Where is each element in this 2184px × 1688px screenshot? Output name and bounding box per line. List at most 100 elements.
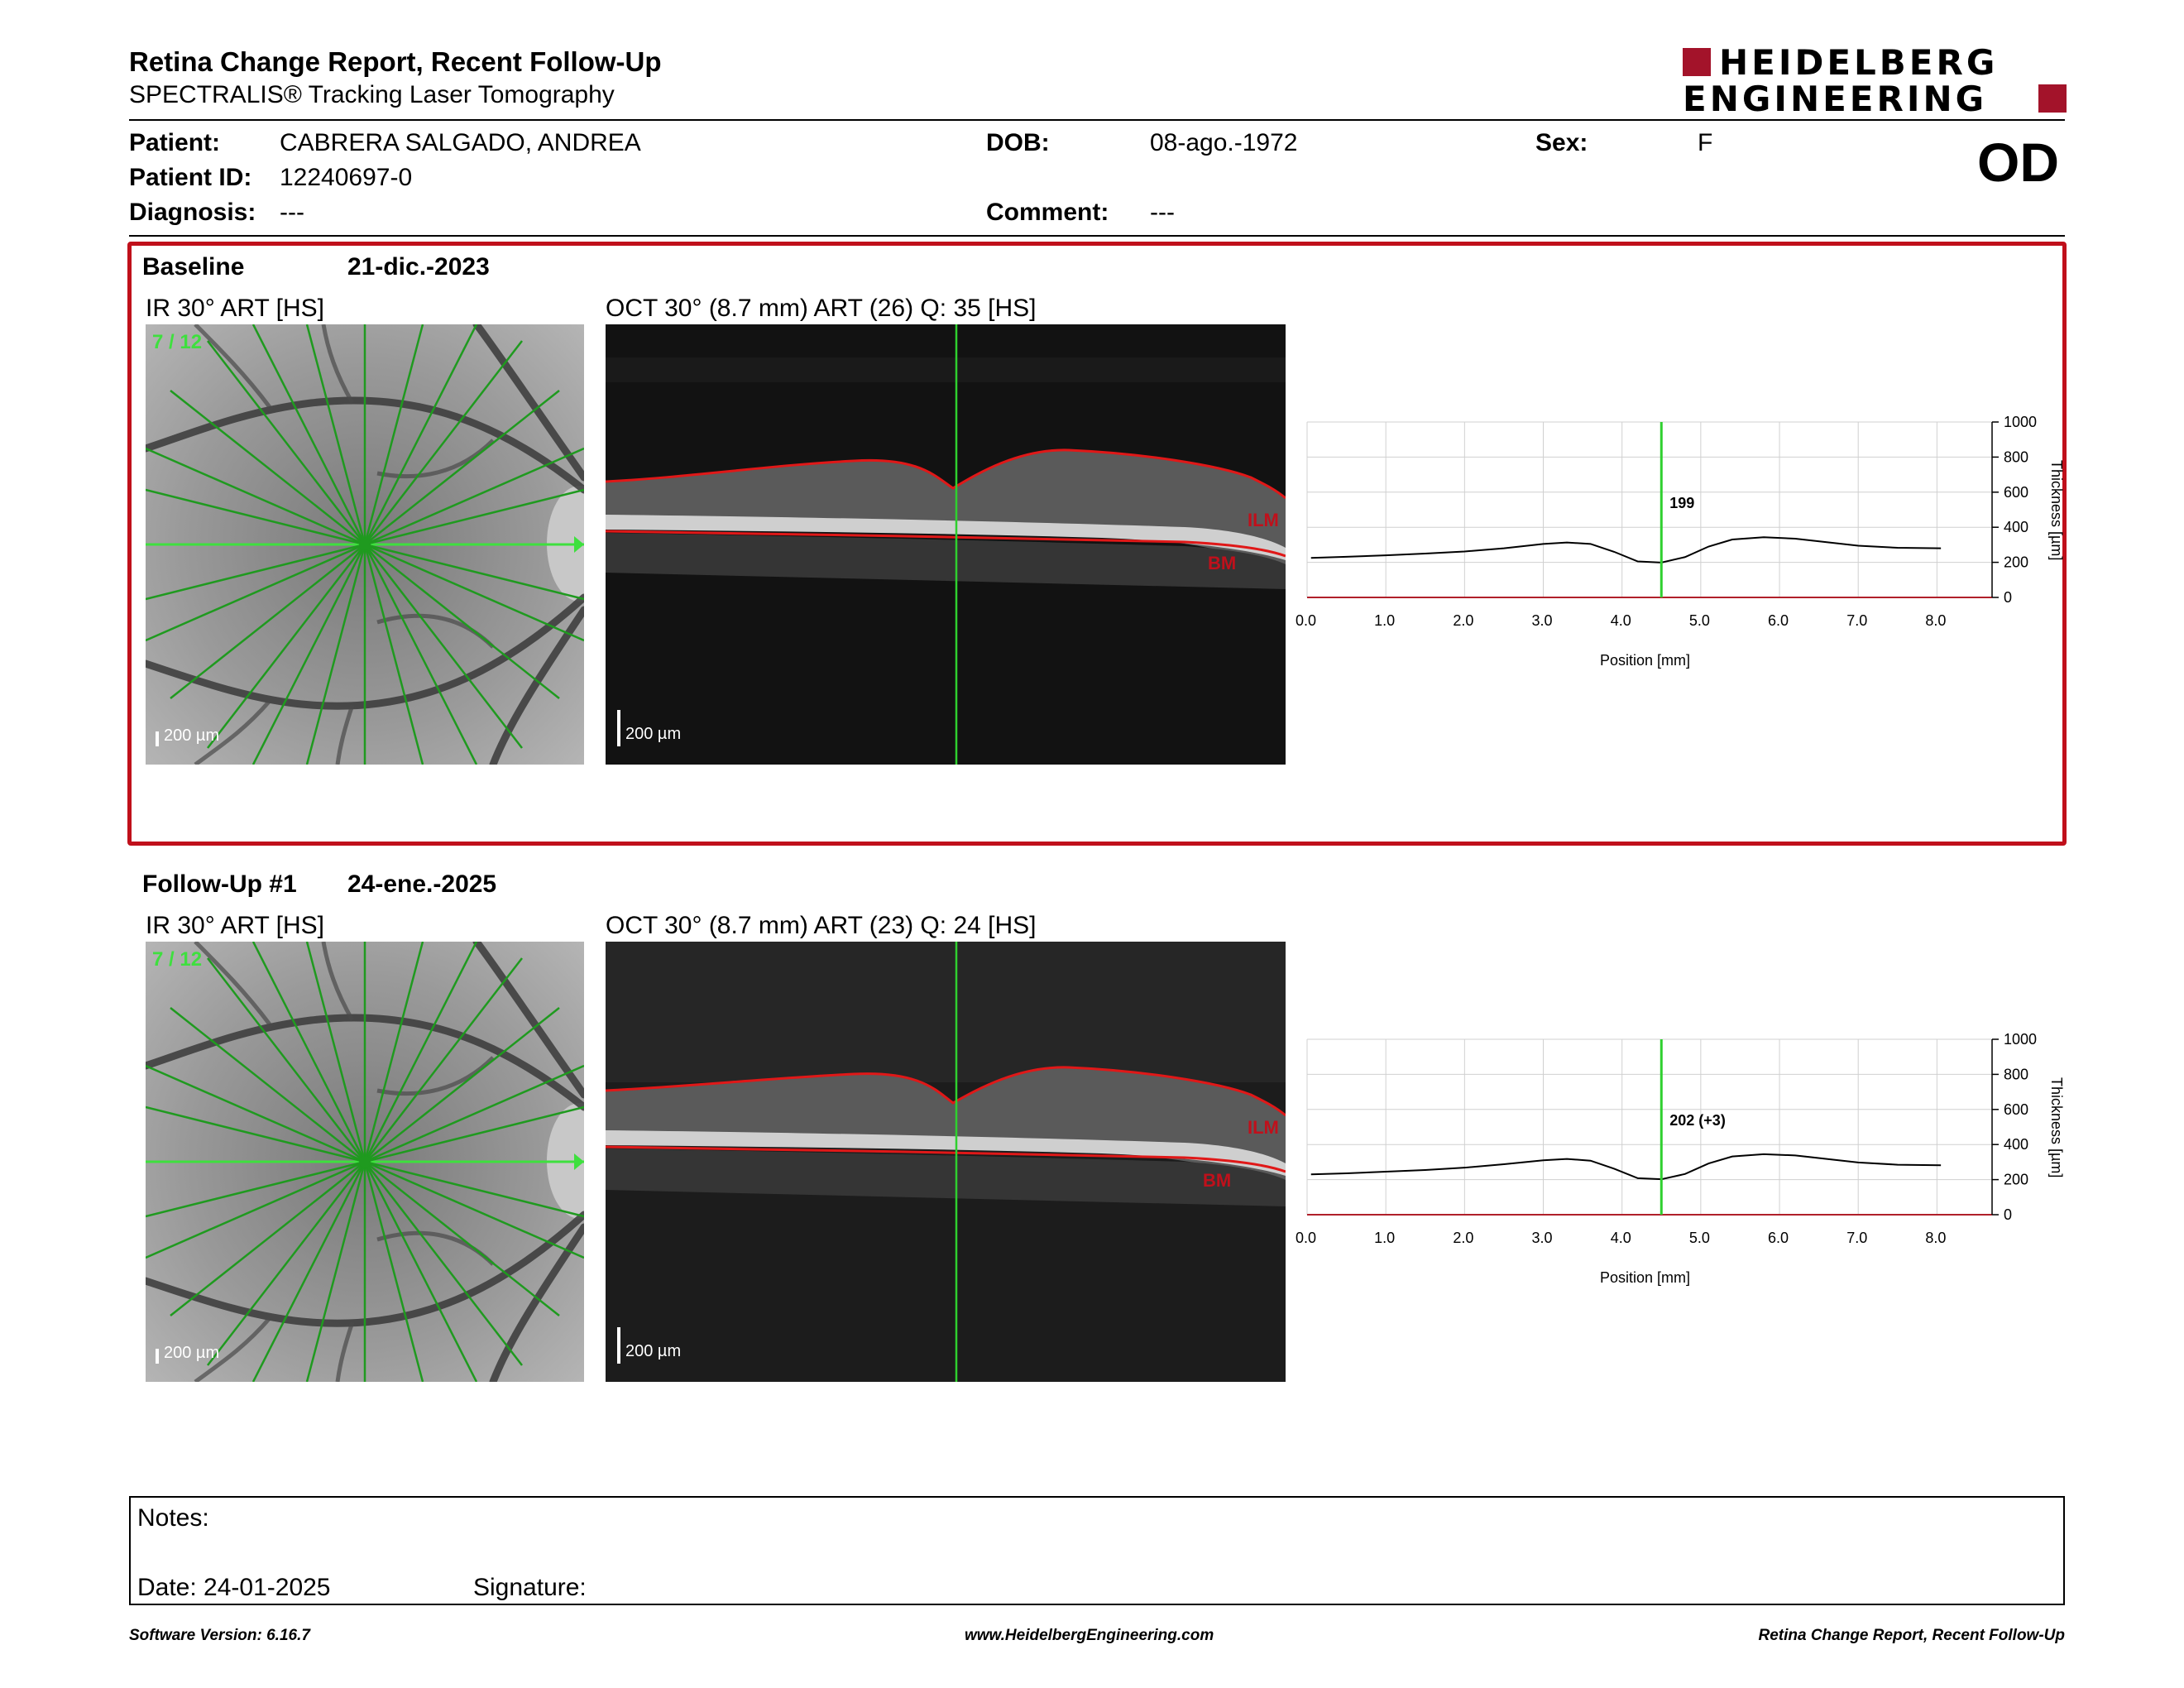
y-tick-label: 200 — [2004, 554, 2028, 571]
dob-value: 08-ago.-1972 — [1150, 129, 1298, 156]
y-axis-label: Thickness [µm] — [2048, 460, 2065, 560]
x-tick-label: 4.0 — [1611, 612, 1631, 629]
y-tick-label: 0 — [2004, 589, 2012, 606]
thickness-series-line — [1310, 1153, 1942, 1181]
x-tick-label: 3.0 — [1532, 1230, 1553, 1246]
y-tick-label: 600 — [2004, 484, 2028, 501]
followup-oct-bscan — [606, 942, 1286, 1382]
baseline-oct-image: ILM BM 200 µm — [606, 324, 1286, 765]
x-tick-label: 0.0 — [1296, 1230, 1316, 1246]
x-tick-label: 0.0 — [1296, 612, 1316, 629]
x-tick-label: 2.0 — [1453, 612, 1473, 629]
followup-oct-scale-bar — [617, 1327, 620, 1364]
baseline-bm-label: BM — [1208, 553, 1237, 573]
baseline-ir-scale-bar — [156, 731, 159, 746]
comment-value: --- — [1150, 199, 1175, 226]
followup-ir-title: IR 30° ART [HS] — [146, 912, 324, 939]
followup-oct-title: OCT 30° (8.7 mm) ART (23) Q: 24 [HS] — [606, 912, 1037, 939]
sex-value: F — [1698, 129, 1713, 156]
logo-line1: HEIDELBERG — [1719, 42, 1999, 83]
report-title: Retina Change Report, Recent Follow-Up — [129, 46, 662, 77]
x-tick-label: 3.0 — [1532, 612, 1553, 629]
baseline-date: 21-dic.-2023 — [347, 253, 490, 281]
logo-square-bottom — [2038, 84, 2067, 113]
heidelberg-logo: HEIDELBERG ENGINEERING — [1683, 42, 2067, 119]
followup-scan-index: 7 / 12 — [152, 948, 203, 971]
y-tick-label: 400 — [2004, 1136, 2028, 1153]
sex-label: Sex: — [1535, 129, 1588, 156]
baseline-oct-scale-bar — [617, 710, 620, 746]
logo-line2: ENGINEERING — [1683, 79, 1988, 119]
followup-oct-scale-label: 200 µm — [625, 1342, 682, 1360]
logo-square-top — [1683, 48, 1711, 76]
x-tick-label: 6.0 — [1768, 612, 1789, 629]
x-tick-label: 1.0 — [1374, 612, 1395, 629]
baseline-ir-fundus — [146, 324, 584, 765]
x-tick-label: 8.0 — [1925, 612, 1946, 629]
header-divider — [129, 119, 2065, 121]
patient-id: 12240697-0 — [280, 164, 413, 191]
x-tick-label: 6.0 — [1768, 1230, 1789, 1246]
baseline-thickness-chart: 0 200 400 600 800 1000 0.0 1.0 2.0 3.0 4.0 5.0 6.0 7.… — [1296, 414, 2065, 669]
x-tick-label: 7.0 — [1846, 1230, 1867, 1246]
notes-label: Notes: — [137, 1504, 209, 1532]
patient-divider — [129, 235, 2065, 237]
signature-label: Signature: — [473, 1574, 587, 1601]
followup-ir-scale-label: 200 µm — [164, 1344, 220, 1362]
marker-value-label: 202 (+3) — [1669, 1112, 1726, 1129]
x-tick-label: 1.0 — [1374, 1230, 1395, 1246]
followup-ir-scale-bar — [156, 1349, 159, 1364]
baseline-oct-title: OCT 30° (8.7 mm) ART (26) Q: 35 [HS] — [606, 295, 1037, 322]
baseline-ir-scale-label: 200 µm — [164, 727, 220, 745]
y-tick-label: 400 — [2004, 519, 2028, 535]
patient-id-label: Patient ID: — [129, 164, 252, 191]
followup-date: 24-ene.-2025 — [347, 870, 497, 898]
baseline-oct-scale-label: 200 µm — [625, 725, 682, 743]
comment-label: Comment: — [986, 199, 1109, 226]
x-tick-label: 4.0 — [1611, 1230, 1631, 1246]
patient-name: CABRERA SALGADO, ANDREA — [280, 129, 641, 156]
report-subtitle: SPECTRALIS® Tracking Laser Tomography — [129, 81, 615, 108]
baseline-oct-bscan — [606, 324, 1286, 765]
y-tick-label: 0 — [2004, 1206, 2012, 1223]
followup-thickness-chart: 0 200 400 600 800 1000 0.0 1.0 2.0 3.0 4.0 5.0 6.0 7.… — [1296, 1031, 2065, 1286]
y-tick-label: 800 — [2004, 448, 2028, 465]
y-tick-label: 1000 — [2004, 414, 2037, 430]
patient-label: Patient: — [129, 129, 221, 156]
x-tick-label: 5.0 — [1689, 1230, 1710, 1246]
baseline-section-box — [127, 242, 2067, 846]
baseline-scan-index: 7 / 12 — [152, 331, 203, 353]
y-tick-label: 200 — [2004, 1172, 2028, 1188]
y-tick-label: 1000 — [2004, 1031, 2037, 1048]
y-tick-label: 600 — [2004, 1101, 2028, 1118]
footer-software-version: Software Version: 6.16.7 — [129, 1627, 310, 1644]
followup-label: Follow-Up #1 — [142, 870, 297, 898]
marker-value-label: 199 — [1669, 495, 1694, 511]
x-tick-label: 2.0 — [1453, 1230, 1473, 1246]
y-axis-label: Thickness [µm] — [2048, 1077, 2065, 1177]
diagnosis-value: --- — [280, 199, 304, 226]
x-tick-label: 7.0 — [1846, 612, 1867, 629]
notes-date: Date: 24-01-2025 — [137, 1574, 331, 1601]
y-tick-label: 800 — [2004, 1066, 2028, 1082]
baseline-ir-image: 7 / 12 200 µm — [146, 324, 584, 765]
diagnosis-label: Diagnosis: — [129, 199, 256, 226]
footer-website-link[interactable]: www.HeidelbergEngineering.com — [965, 1627, 1214, 1644]
x-axis-label: Position [mm] — [1600, 652, 1690, 669]
followup-ir-image: 7 / 12 200 µm — [146, 942, 584, 1382]
followup-oct-image: ILM BM 200 µm — [606, 942, 1286, 1382]
thickness-series-line — [1310, 536, 1942, 563]
footer-report-name: Retina Change Report, Recent Follow-Up — [1758, 1627, 2065, 1644]
followup-bm-label: BM — [1203, 1170, 1232, 1191]
x-axis-label: Position [mm] — [1600, 1269, 1690, 1286]
x-tick-label: 5.0 — [1689, 612, 1710, 629]
eye-indicator: OD — [1977, 132, 2059, 193]
baseline-ilm-label: ILM — [1248, 510, 1279, 530]
dob-label: DOB: — [986, 129, 1050, 156]
followup-ilm-label: ILM — [1248, 1117, 1279, 1138]
baseline-label: Baseline — [142, 253, 245, 281]
followup-ir-fundus — [146, 942, 584, 1382]
notes-box[interactable]: Notes: Date: 24-01-2025 Signature: — [129, 1496, 2065, 1605]
x-tick-label: 8.0 — [1925, 1230, 1946, 1246]
baseline-ir-title: IR 30° ART [HS] — [146, 295, 324, 322]
